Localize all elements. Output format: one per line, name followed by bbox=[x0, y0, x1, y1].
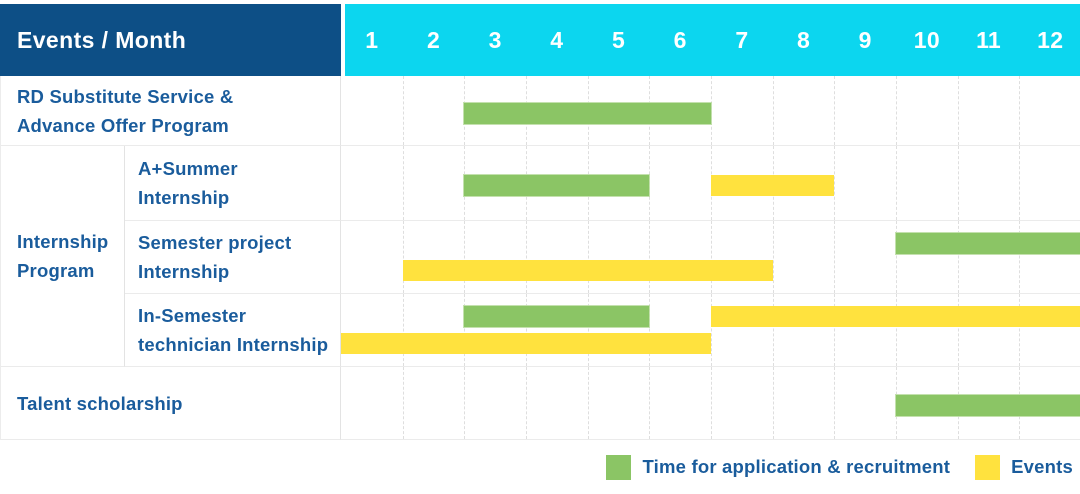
month-gridline bbox=[649, 221, 651, 293]
month-gridline bbox=[402, 367, 404, 439]
row-label-line: RD Substitute Service & bbox=[17, 85, 234, 107]
gantt-bar-green bbox=[464, 175, 650, 196]
legend-item-events: Events bbox=[975, 454, 1073, 480]
group-label-line: Program bbox=[17, 260, 95, 281]
row-label-line: Semester project bbox=[138, 232, 292, 253]
month-gridline bbox=[649, 146, 651, 220]
month-gridline bbox=[834, 367, 836, 439]
month-gridline bbox=[772, 294, 774, 366]
row-label-line: technician Internship bbox=[138, 334, 329, 355]
chart-row-a-plus-summer-internship bbox=[341, 146, 1080, 221]
month-gridline bbox=[402, 76, 404, 145]
row-label-semester-project-internship: Semester project Internship bbox=[125, 221, 341, 294]
month-header-8: 8 bbox=[796, 26, 811, 53]
month-header-6: 6 bbox=[673, 26, 687, 53]
row-label-line: Internship bbox=[138, 261, 230, 282]
gantt-bar-yellow bbox=[341, 333, 711, 354]
month-header-4: 4 bbox=[550, 26, 564, 53]
month-gridline bbox=[587, 367, 589, 439]
month-gridline bbox=[711, 221, 712, 293]
group-label-line: Internship bbox=[17, 231, 109, 252]
row-label-line: A+Summer bbox=[138, 158, 238, 179]
month-gridline bbox=[526, 367, 527, 439]
month-gridline bbox=[1019, 146, 1021, 220]
legend-label: Time for application & recruitment bbox=[642, 456, 951, 477]
row-group-internship-program: Internship Program bbox=[1, 146, 125, 367]
gantt-bar-green bbox=[464, 306, 650, 327]
month-gridline bbox=[834, 146, 836, 220]
month-header-7: 7 bbox=[735, 26, 749, 53]
month-gridline bbox=[772, 76, 774, 145]
month-gridline bbox=[464, 367, 466, 439]
month-header-11: 11 bbox=[976, 26, 1002, 53]
legend: Time for application & recruitment Event… bbox=[0, 440, 1080, 494]
gantt-bar-green bbox=[896, 233, 1080, 254]
month-gridline bbox=[957, 146, 959, 220]
month-gridline bbox=[772, 367, 774, 439]
month-gridline bbox=[834, 221, 836, 293]
month-header-12: 12 bbox=[1037, 26, 1064, 53]
row-label-line: Internship bbox=[138, 187, 230, 208]
month-gridline bbox=[649, 294, 651, 366]
month-gridline bbox=[649, 367, 651, 439]
chart-row-in-semester-technician-internship bbox=[341, 294, 1080, 367]
month-header-3: 3 bbox=[488, 26, 502, 53]
month-gridline bbox=[1019, 76, 1021, 145]
month-gridline bbox=[464, 221, 466, 293]
month-gridline bbox=[526, 294, 527, 366]
month-gridline bbox=[711, 294, 712, 366]
events-month-table: Events / Month 1 2 3 4 5 6 7 8 9 10 11 1… bbox=[0, 4, 1080, 440]
gantt-bar-yellow bbox=[711, 306, 1080, 327]
month-gridline bbox=[957, 294, 959, 366]
month-gridline bbox=[402, 294, 404, 366]
table-header-title: Events / Month bbox=[0, 4, 341, 76]
month-gridline bbox=[402, 146, 404, 220]
row-label-line: Talent scholarship bbox=[17, 392, 183, 414]
row-label-line: Advance Offer Program bbox=[17, 114, 229, 136]
row-label-talent-scholarship: Talent scholarship bbox=[1, 367, 341, 440]
month-header-5: 5 bbox=[611, 26, 626, 53]
month-gridline bbox=[896, 221, 897, 293]
gantt-bar-yellow bbox=[711, 175, 835, 196]
month-gridline bbox=[957, 76, 959, 145]
month-gridline bbox=[772, 221, 774, 293]
month-gridline bbox=[896, 76, 897, 145]
month-header-10: 10 bbox=[913, 26, 940, 53]
legend-item-application-recruitment: Time for application & recruitment bbox=[606, 454, 951, 480]
month-gridline bbox=[834, 76, 836, 145]
month-gridline bbox=[587, 294, 589, 366]
legend-label: Events bbox=[1011, 456, 1073, 477]
gantt-bar-green bbox=[464, 102, 711, 124]
month-gridline bbox=[402, 221, 404, 293]
month-gridline bbox=[711, 76, 712, 145]
chart-row-semester-project-internship bbox=[341, 221, 1080, 294]
chart-row-talent-scholarship bbox=[341, 367, 1080, 440]
month-gridline bbox=[1019, 221, 1021, 293]
month-gridline bbox=[1019, 294, 1021, 366]
legend-swatch-yellow bbox=[975, 454, 1001, 480]
chart-row-rd-substitute-service bbox=[341, 76, 1080, 146]
row-label-in-semester-technician-internship: In-Semester technician Internship bbox=[125, 294, 341, 367]
month-gridline bbox=[711, 367, 712, 439]
row-label-a-plus-summer-internship: A+Summer Internship bbox=[125, 146, 341, 221]
month-header-1: 1 bbox=[365, 26, 379, 53]
month-gridline bbox=[896, 294, 897, 366]
table-header-months: 1 2 3 4 5 6 7 8 9 10 11 12 bbox=[341, 4, 1080, 76]
row-label-line: In-Semester bbox=[138, 305, 247, 326]
legend-swatch-green bbox=[606, 454, 632, 480]
month-gridline bbox=[834, 294, 836, 366]
month-gridline bbox=[526, 221, 527, 293]
month-header-2: 2 bbox=[426, 26, 441, 53]
gantt-bar-green bbox=[896, 395, 1080, 416]
events-month-heading: Events / Month bbox=[17, 26, 187, 53]
row-label-rd-substitute-service: RD Substitute Service & Advance Offer Pr… bbox=[1, 76, 341, 146]
month-gridline bbox=[957, 221, 959, 293]
month-gridline bbox=[587, 221, 589, 293]
gantt-bar-yellow bbox=[402, 260, 773, 281]
month-gridline bbox=[464, 294, 466, 366]
month-header-9: 9 bbox=[858, 26, 872, 53]
month-gridline bbox=[896, 146, 897, 220]
